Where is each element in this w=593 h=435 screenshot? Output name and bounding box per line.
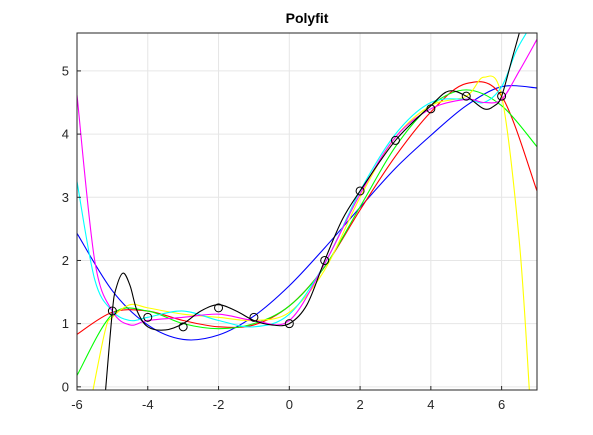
y-tick-label: 5 [62, 63, 69, 78]
x-tick-label: -2 [213, 397, 225, 412]
grid [76, 33, 537, 390]
x-tick-label: -4 [142, 397, 154, 412]
x-tick-label: 6 [498, 397, 505, 412]
data-point-marker [107, 306, 117, 316]
axes-box [76, 32, 538, 391]
x-tick-label: -6 [71, 397, 83, 412]
ticks: -6 -4 -2 0 2 4 6 0 1 2 3 4 5 [62, 63, 505, 412]
data-point-marker [214, 303, 224, 313]
data-point-marker [461, 91, 471, 101]
data-point-marker [143, 312, 153, 322]
y-tick-label: 4 [62, 127, 69, 142]
data-point-marker [390, 135, 400, 145]
x-tick-label: 2 [356, 397, 363, 412]
series-line [77, 89, 537, 376]
data-point-marker [249, 312, 259, 322]
x-tick-label: 0 [286, 397, 293, 412]
series-line [105, 33, 520, 390]
series-line [77, 39, 537, 326]
data-point-marker [178, 322, 188, 332]
data-point-marker [426, 104, 436, 114]
y-tick-label: 3 [62, 190, 69, 205]
data-point-marker [355, 186, 365, 196]
series-line [77, 85, 537, 341]
series-group [77, 33, 537, 390]
y-tick-label: 2 [62, 253, 69, 268]
plot-area [77, 33, 537, 390]
y-tick-label: 0 [62, 379, 69, 394]
x-tick-label: 4 [427, 397, 434, 412]
data-point-marker [284, 319, 294, 329]
data-point-marker [497, 91, 507, 101]
data-point-marker [320, 255, 330, 265]
y-tick-label: 1 [62, 316, 69, 331]
chart-title: Polyfit [286, 10, 329, 26]
data-points [107, 91, 507, 332]
